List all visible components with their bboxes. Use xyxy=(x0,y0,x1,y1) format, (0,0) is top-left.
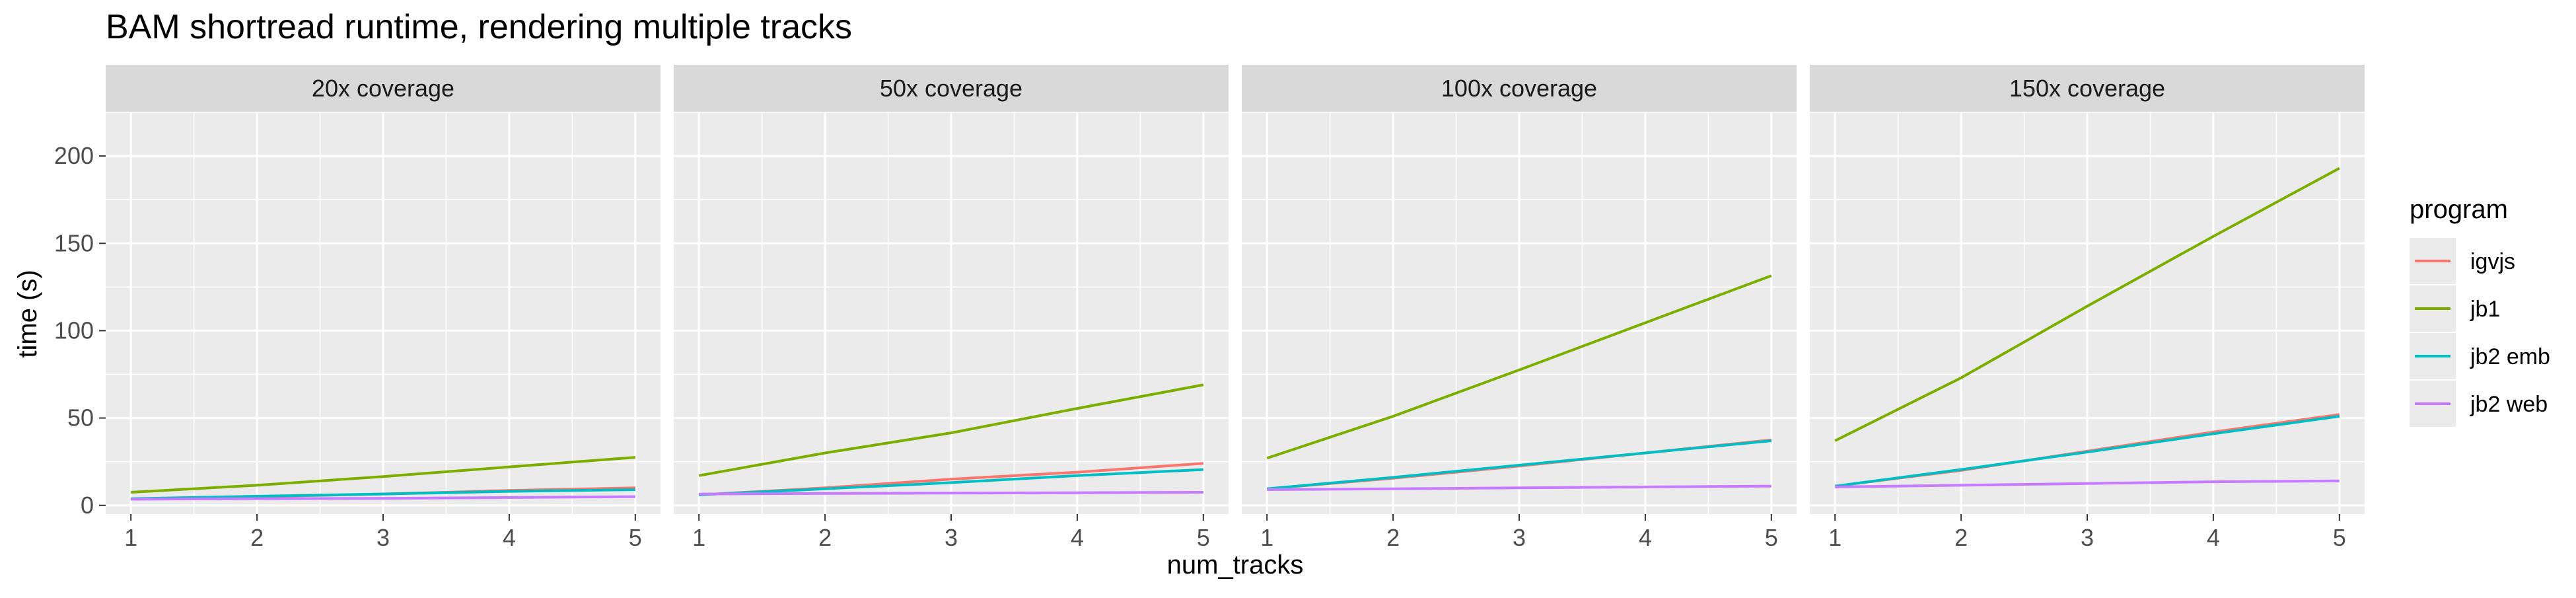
legend-entries: igvjs jb1 jb2 emb jb2 web xyxy=(2410,238,2550,427)
legend: program igvjs jb1 jb2 emb jb2 web xyxy=(2410,195,2550,427)
facet-strip-label: 150x coverage xyxy=(2009,75,2165,102)
x-tick-label: 1 xyxy=(1260,524,1273,551)
series-line-jb1 xyxy=(698,383,1204,477)
x-tick-label: 2 xyxy=(1954,524,1968,551)
y-tick-label: 0 xyxy=(81,492,94,519)
x-tick-label: 1 xyxy=(124,524,137,551)
x-tick-label: 2 xyxy=(818,524,832,551)
x-tick-label: 3 xyxy=(945,524,958,551)
x-tick-label: 3 xyxy=(2081,524,2094,551)
facet-strip-label: 50x coverage xyxy=(880,75,1022,102)
legend-entry: jb2 web xyxy=(2410,381,2548,427)
series-line-jb2-emb xyxy=(699,468,1203,496)
series-line-jb1 xyxy=(1834,167,2340,442)
x-tick-label: 1 xyxy=(692,524,705,551)
y-tick-label: 100 xyxy=(54,317,94,344)
facet-strip xyxy=(106,65,661,112)
facet-strip xyxy=(1810,65,2365,112)
y-tick-label: 150 xyxy=(54,229,94,256)
x-tick-label: 4 xyxy=(1071,524,1084,551)
legend-title: program xyxy=(2410,195,2508,224)
facet-strip xyxy=(1242,65,1797,112)
y-axis-label: time (s) xyxy=(13,270,42,357)
legend-entry: jb1 xyxy=(2410,285,2500,332)
x-axis-label: num_tracks xyxy=(1167,550,1304,579)
x-tick-label: 5 xyxy=(1765,524,1778,551)
x-tick-label: 4 xyxy=(503,524,516,551)
series-line-jb1 xyxy=(1266,274,1772,460)
series-line-jb2-web xyxy=(131,495,635,501)
facet-strip-label: 20x coverage xyxy=(312,75,454,102)
series-line-jb2-emb xyxy=(1834,415,2340,488)
series-line-jb2-emb xyxy=(131,488,635,500)
chart-title: BAM shortread runtime, rendering multipl… xyxy=(106,8,852,46)
legend-entry-label: igvjs xyxy=(2470,249,2515,274)
series-line-jb2-web xyxy=(699,491,1203,496)
series-line-jb2-web xyxy=(1835,479,2340,488)
x-tick-label: 3 xyxy=(376,524,390,551)
y-tick-label: 50 xyxy=(67,404,94,431)
x-tick-label: 2 xyxy=(250,524,264,551)
series-line-jb1 xyxy=(131,456,635,494)
legend-entry-label: jb1 xyxy=(2470,297,2500,322)
series-line-jb2-web xyxy=(1267,484,1771,491)
facet-strip xyxy=(674,65,1229,112)
facet-panel: 100x coverage 1 2 3 4 5 xyxy=(1242,65,1797,551)
series-line-jb2-emb xyxy=(1267,439,1771,490)
legend-entry-label: jb2 web xyxy=(2470,392,2548,417)
y-tick-label: 200 xyxy=(54,142,94,169)
facet-panel: 50x coverage 1 2 3 4 5 xyxy=(674,65,1229,551)
x-tick-label: 3 xyxy=(1513,524,1526,551)
x-tick-label: 5 xyxy=(1197,524,1210,551)
legend-entry-label: jb2 emb xyxy=(2470,344,2550,369)
legend-entry: jb2 emb xyxy=(2410,333,2550,379)
legend-entry: igvjs xyxy=(2410,238,2515,284)
x-tick-label: 2 xyxy=(1386,524,1400,551)
facet-strip-label: 100x coverage xyxy=(1441,75,1597,102)
x-tick-label: 1 xyxy=(1828,524,1842,551)
x-tick-label: 4 xyxy=(2207,524,2220,551)
facet-panel: 150x coverage 1 2 3 4 5 xyxy=(1810,65,2365,551)
x-tick-label: 5 xyxy=(629,524,642,551)
x-tick-label: 4 xyxy=(1639,524,1652,551)
x-tick-label: 5 xyxy=(2333,524,2346,551)
